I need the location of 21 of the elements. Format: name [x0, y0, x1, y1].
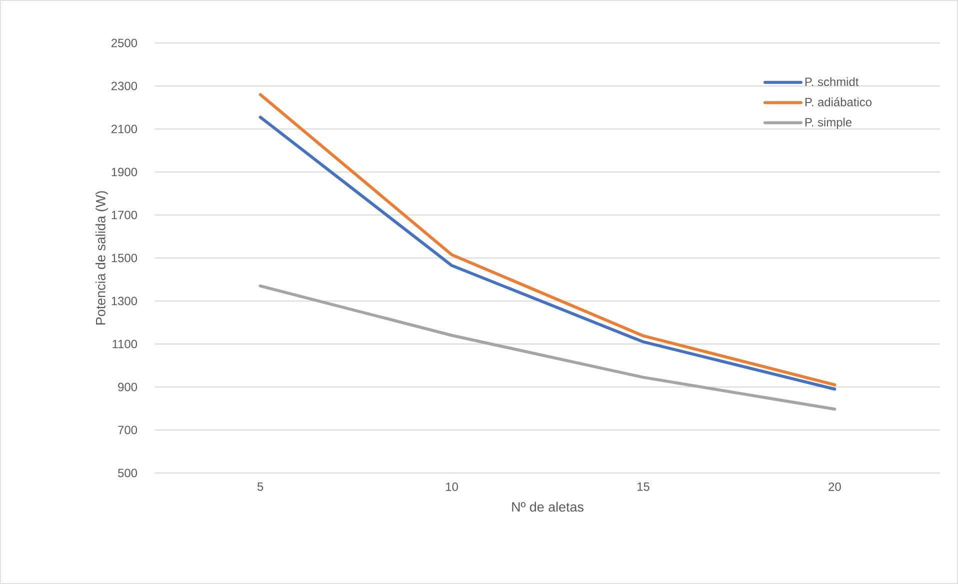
x-tick-label: 20: [828, 482, 841, 491]
x-axis-title: Nº de aletas: [512, 502, 584, 512]
y-tick-label: 2100: [111, 124, 138, 134]
y-tick-label: 1900: [112, 168, 138, 176]
y-tick-label: 900: [118, 382, 138, 392]
x-tick-label: 5: [257, 482, 264, 491]
y-tick-label: 2500: [111, 38, 138, 48]
y-tick-label: 2300: [111, 82, 138, 90]
legend-label: P. schmidt: [805, 77, 859, 86]
y-tick-label: 1700: [112, 210, 138, 220]
x-tick-label: 10: [446, 482, 458, 491]
legend-label: P. simple: [805, 118, 852, 129]
y-tick-label: 1300: [112, 296, 138, 306]
y-axis-title: Potencia de salida (W): [96, 191, 108, 325]
y-tick-label: 700: [118, 426, 138, 434]
y-tick-label: 1500: [112, 254, 138, 262]
y-tick-label: 1100: [112, 340, 138, 348]
x-tick-label: 15: [638, 482, 650, 491]
line-series: [258, 284, 836, 411]
y-tick-label: 500: [118, 468, 138, 478]
legend-label: P. adiábatico: [805, 97, 872, 106]
